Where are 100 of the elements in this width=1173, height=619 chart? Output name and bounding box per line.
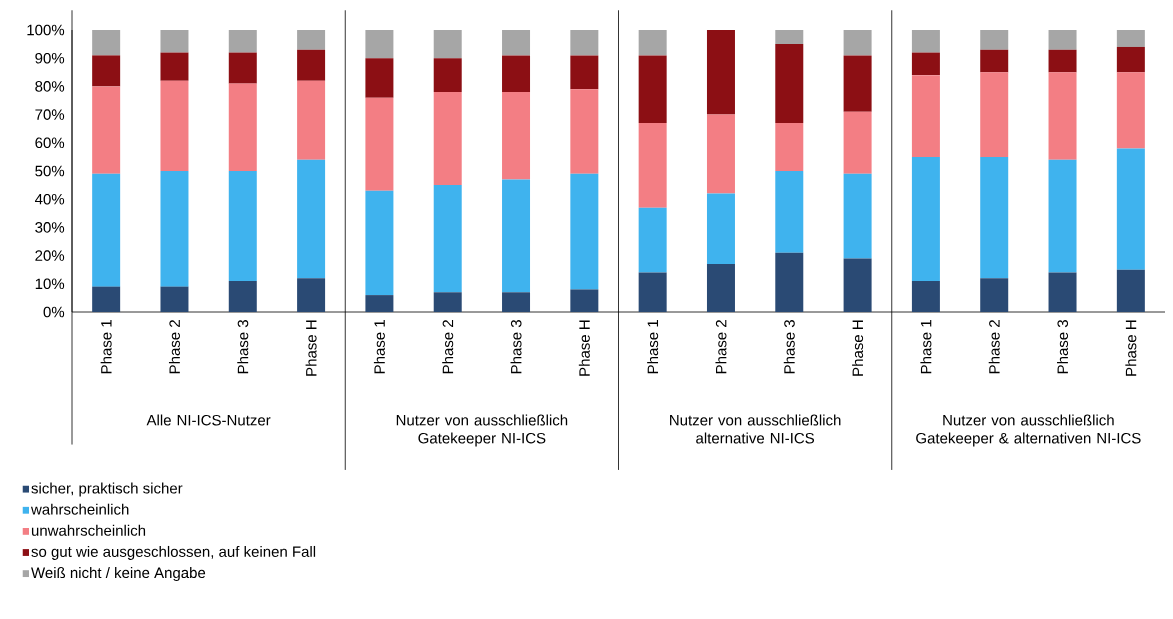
bar [570, 89, 599, 174]
bar [1048, 72, 1077, 160]
bar [297, 159, 326, 279]
bar [843, 111, 872, 174]
bar [433, 292, 462, 313]
x-tick-label: Phase 1 [100, 320, 112, 374]
bar [570, 30, 599, 56]
y-tick-label: 50% [35, 165, 65, 177]
bar [297, 49, 326, 81]
bar [775, 44, 804, 124]
bar [502, 30, 531, 56]
bar [706, 114, 735, 194]
bar [911, 52, 940, 76]
x-tick-label: Phase 2 [715, 320, 727, 374]
bar [433, 58, 462, 93]
x-tick-label: Phase H [852, 320, 864, 376]
bar [843, 173, 872, 259]
bar [980, 72, 1009, 157]
bar [980, 278, 1009, 313]
bar [638, 30, 667, 56]
bar [706, 30, 735, 115]
bar [365, 30, 394, 59]
bar [911, 30, 940, 53]
y-tick-label: 10% [35, 278, 65, 290]
y-tick-label: 30% [35, 222, 65, 233]
bar [1116, 30, 1145, 47]
bar [160, 286, 189, 313]
x-tick-label: Phase 3 [510, 320, 522, 374]
bar [297, 278, 326, 313]
bar [1048, 49, 1077, 73]
y-tick-label: 90% [35, 52, 65, 64]
bar [502, 92, 531, 180]
bar [1116, 148, 1145, 270]
x-tick-label: Phase 1 [647, 320, 659, 374]
bar [980, 156, 1009, 279]
x-tick-label: Phase 3 [1057, 320, 1069, 374]
text: Alle NI-ICS-Nutzer [146, 414, 271, 426]
bar [1116, 72, 1145, 149]
bar [706, 264, 735, 313]
bar [433, 185, 462, 293]
bar [92, 55, 121, 87]
x-tick-label: Phase H [305, 320, 317, 376]
x-tick-label: Phase 1 [373, 320, 385, 374]
bar [92, 286, 121, 313]
bar [228, 30, 257, 53]
legend-label: so gut wie ausgeschlossen, auf keinen Fall [31, 545, 316, 560]
text: Nutzer von ausschließlich Gatekeeper & alternativen NI-ICS [916, 414, 1141, 447]
bar [1048, 159, 1077, 273]
bar [775, 252, 804, 313]
bar [843, 258, 872, 313]
bar [365, 97, 394, 191]
y-tick-label: 20% [35, 250, 65, 261]
y-tick-label: 60% [35, 137, 65, 149]
x-tick-label: Phase H [578, 320, 590, 376]
bar [980, 30, 1009, 50]
bar [570, 55, 599, 90]
bar [843, 55, 872, 112]
bar [775, 30, 804, 45]
bar [160, 80, 189, 172]
x-tick-label: Phase 1 [920, 320, 932, 374]
bar [843, 30, 872, 56]
legend-label: Weiß nicht / keine Angabe [31, 567, 206, 582]
y-tick-label: 0% [43, 306, 65, 318]
y-tick-label: 70% [35, 109, 65, 120]
bar [638, 272, 667, 313]
bar [433, 92, 462, 186]
bar [570, 289, 599, 313]
bar [92, 86, 121, 174]
x-tick-label: Phase H [1125, 320, 1137, 376]
bar [1116, 46, 1145, 73]
bar [980, 49, 1009, 73]
bar [775, 171, 804, 253]
bar [706, 193, 735, 265]
bar [160, 52, 189, 81]
bar [570, 173, 599, 290]
x-tick-label: Phase 2 [988, 320, 1000, 374]
bar [911, 280, 940, 313]
bar [433, 30, 462, 59]
legend-label: wahrscheinlich [30, 503, 129, 515]
bar [775, 123, 804, 172]
bar [365, 295, 394, 313]
bar [228, 171, 257, 281]
y-tick-label: 80% [35, 81, 65, 92]
bar [92, 173, 121, 287]
bar [228, 52, 257, 84]
bar [502, 55, 531, 93]
text: Nutzer von ausschließlich alternative NI-ICS [670, 414, 841, 444]
bar [228, 280, 257, 313]
legend-label: sicher, praktisch sicher [31, 482, 183, 497]
bar [365, 190, 394, 296]
bar [297, 80, 326, 160]
bar [92, 30, 121, 56]
text: Nutzer von ausschließlich Gatekeeper NI-ICS [396, 414, 568, 447]
x-tick-label: Phase 2 [168, 320, 180, 374]
y-tick-label: 100% [27, 24, 65, 36]
bar [911, 156, 940, 281]
bar [911, 75, 940, 157]
x-tick-label: Phase 3 [783, 320, 795, 374]
bar [638, 123, 667, 208]
bar [297, 30, 326, 50]
